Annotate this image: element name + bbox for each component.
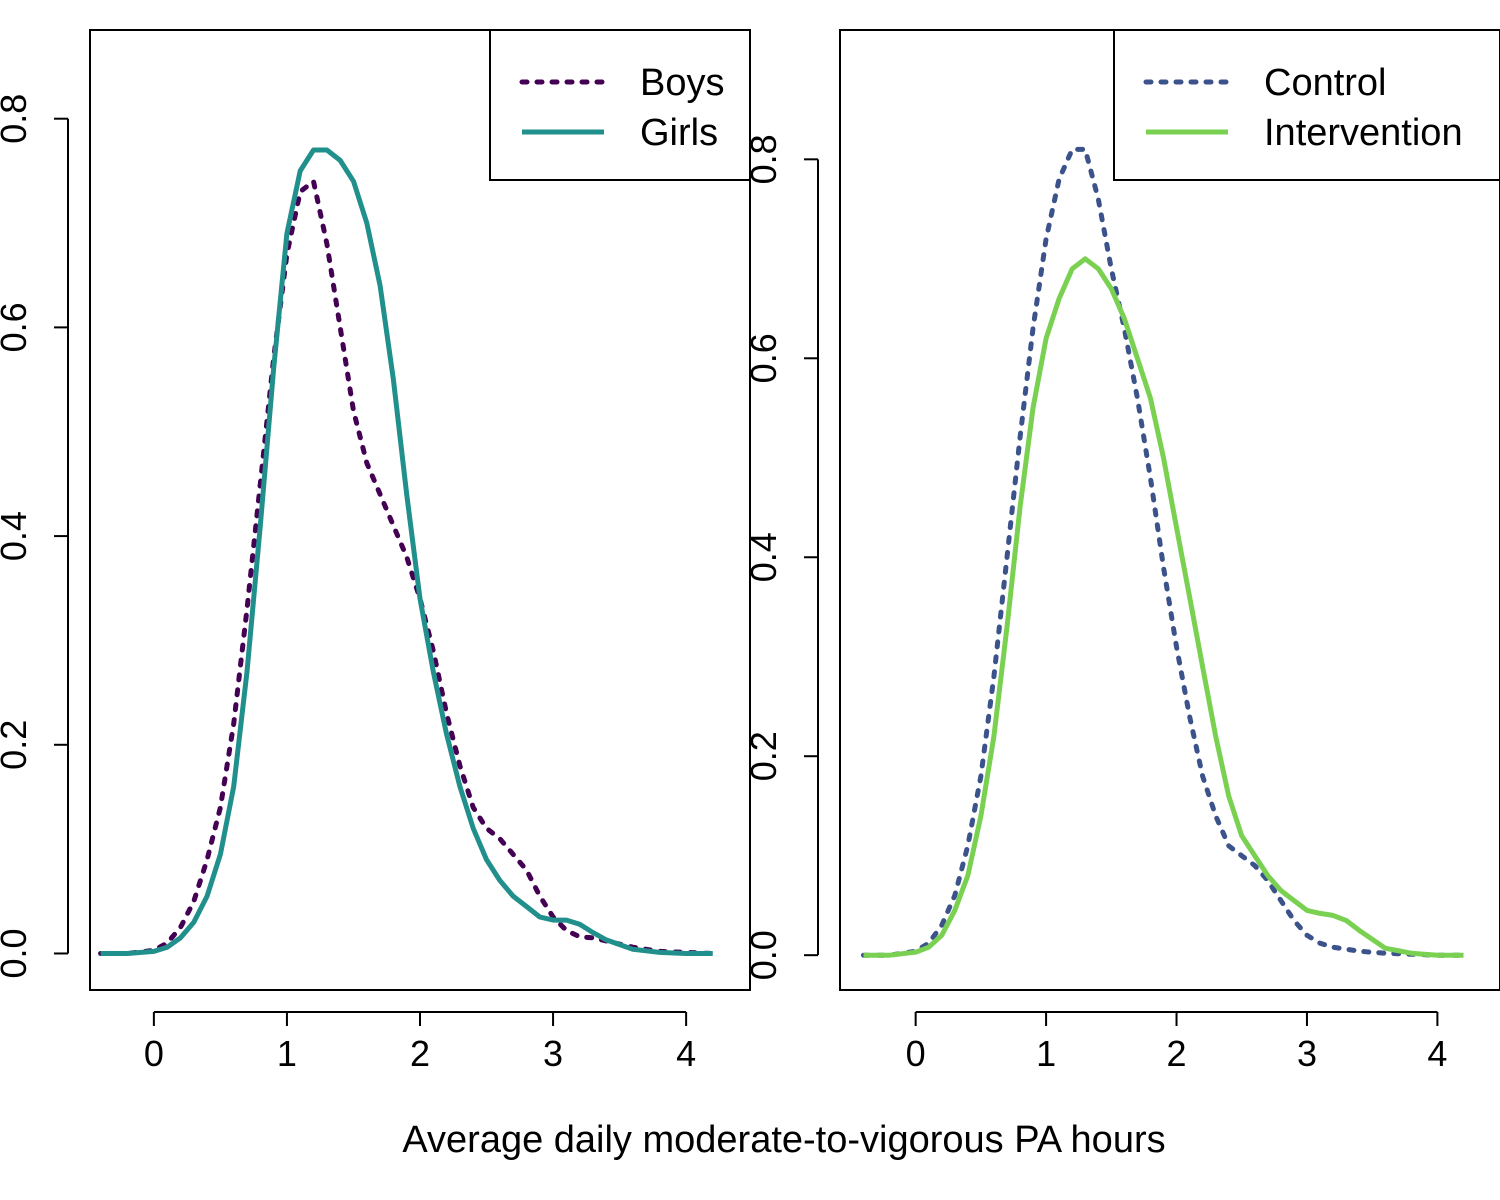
right-panel: 0 1 2 3 4 0.0 0.2 0.4 0.6 0.8 Control Intervention [743,29,1500,1074]
x-tick-label: 3 [1297,1033,1317,1074]
x-axis-title: Average daily moderate-to-vigorous PA ho… [402,1119,1165,1161]
x-tick-label: 1 [1036,1033,1056,1074]
legend-label-intervention: Intervention [1264,112,1463,154]
y-tick-label: 0.6 [743,333,784,383]
legend-box [489,29,751,181]
x-tick-label: 4 [676,1033,696,1074]
y-tick-label: 0.8 [0,94,34,144]
series-line-girls [100,147,713,956]
x-tick-label: 4 [1427,1033,1447,1074]
series-line-control [861,146,1466,958]
x-tick-label: 0 [144,1033,164,1074]
x-tick-label: 3 [543,1033,563,1074]
series-line-intervention [863,256,1464,958]
series-line-boys [98,178,716,956]
y-tick-label: 0.0 [743,930,784,980]
left-panel: 0 1 2 3 4 0.0 0.2 0.4 0.6 0.8 Boys Girls [0,29,751,1074]
y-tick-label: 0.6 [0,302,34,352]
y-tick-label: 0.2 [0,720,34,770]
x-tick-label: 1 [277,1033,297,1074]
y-tick-label: 0.4 [0,511,34,561]
y-tick-label: 0.2 [743,731,784,781]
legend-label-control: Control [1264,62,1387,104]
legend-box [1113,29,1500,181]
x-tick-label: 2 [410,1033,430,1074]
y-tick-label: 0.4 [743,532,784,582]
legend-label-boys: Boys [640,62,724,104]
x-tick-label: 0 [906,1033,926,1074]
legend-label-girls: Girls [640,112,718,154]
y-tick-label: 0.0 [0,928,34,978]
y-tick-label: 0.8 [743,134,784,184]
x-tick-label: 2 [1167,1033,1187,1074]
plot-frame [89,29,751,991]
